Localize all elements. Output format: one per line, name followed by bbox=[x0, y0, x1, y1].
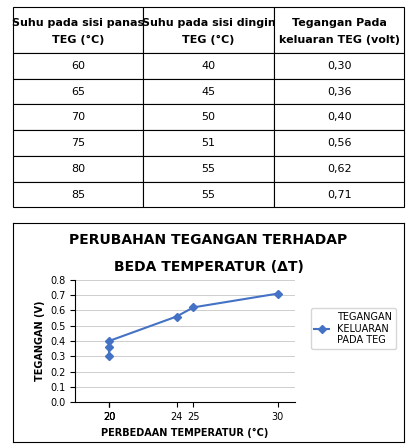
Bar bbox=[143, 53, 274, 79]
X-axis label: PERBEDAAN TEMPERATUR (°C): PERBEDAAN TEMPERATUR (°C) bbox=[101, 427, 269, 438]
Bar bbox=[13, 182, 143, 207]
Text: 60: 60 bbox=[71, 61, 85, 71]
Text: 0,62: 0,62 bbox=[327, 164, 352, 174]
Bar bbox=[13, 104, 143, 130]
Text: 75: 75 bbox=[71, 138, 85, 148]
Bar bbox=[13, 53, 143, 79]
Text: 0,36: 0,36 bbox=[327, 87, 352, 97]
Bar bbox=[143, 79, 274, 104]
Text: 0,56: 0,56 bbox=[327, 138, 352, 148]
Text: 65: 65 bbox=[71, 87, 85, 97]
Bar bbox=[143, 104, 274, 130]
Text: BEDA TEMPERATUR (ΔT): BEDA TEMPERATUR (ΔT) bbox=[113, 260, 304, 274]
Text: 40: 40 bbox=[201, 61, 216, 71]
Bar bbox=[13, 156, 143, 182]
Text: 51: 51 bbox=[201, 138, 216, 148]
Text: 0,71: 0,71 bbox=[327, 190, 352, 199]
Text: 0,30: 0,30 bbox=[327, 61, 352, 71]
Bar bbox=[143, 182, 274, 207]
Bar bbox=[274, 104, 404, 130]
Text: Suhu pada sisi dingin: Suhu pada sisi dingin bbox=[142, 18, 275, 28]
Text: 45: 45 bbox=[201, 87, 216, 97]
Bar bbox=[274, 7, 404, 53]
Text: 55: 55 bbox=[201, 164, 216, 174]
Text: 70: 70 bbox=[71, 112, 85, 122]
Text: 50: 50 bbox=[201, 112, 216, 122]
Bar bbox=[274, 79, 404, 104]
Legend: TEGANGAN
KELUARAN
PADA TEG: TEGANGAN KELUARAN PADA TEG bbox=[311, 308, 396, 349]
Text: 55: 55 bbox=[201, 190, 216, 199]
Bar bbox=[143, 156, 274, 182]
Text: TEG (°C): TEG (°C) bbox=[182, 35, 235, 45]
Bar bbox=[143, 130, 274, 156]
Text: Suhu pada sisi panas: Suhu pada sisi panas bbox=[12, 18, 144, 28]
Text: 0,40: 0,40 bbox=[327, 112, 352, 122]
Bar bbox=[274, 182, 404, 207]
Bar bbox=[274, 53, 404, 79]
Bar bbox=[13, 79, 143, 104]
Text: Tegangan Pada: Tegangan Pada bbox=[292, 18, 387, 28]
Bar bbox=[13, 7, 143, 53]
Y-axis label: TEGANGAN (V): TEGANGAN (V) bbox=[35, 301, 45, 381]
Text: 80: 80 bbox=[71, 164, 85, 174]
Bar bbox=[274, 156, 404, 182]
Bar bbox=[143, 7, 274, 53]
Text: keluaran TEG (volt): keluaran TEG (volt) bbox=[279, 35, 399, 45]
Text: 85: 85 bbox=[71, 190, 85, 199]
Bar bbox=[274, 130, 404, 156]
Text: PERUBAHAN TEGANGAN TERHADAP: PERUBAHAN TEGANGAN TERHADAP bbox=[69, 234, 348, 248]
Text: TEG (°C): TEG (°C) bbox=[52, 35, 104, 45]
Bar bbox=[13, 130, 143, 156]
